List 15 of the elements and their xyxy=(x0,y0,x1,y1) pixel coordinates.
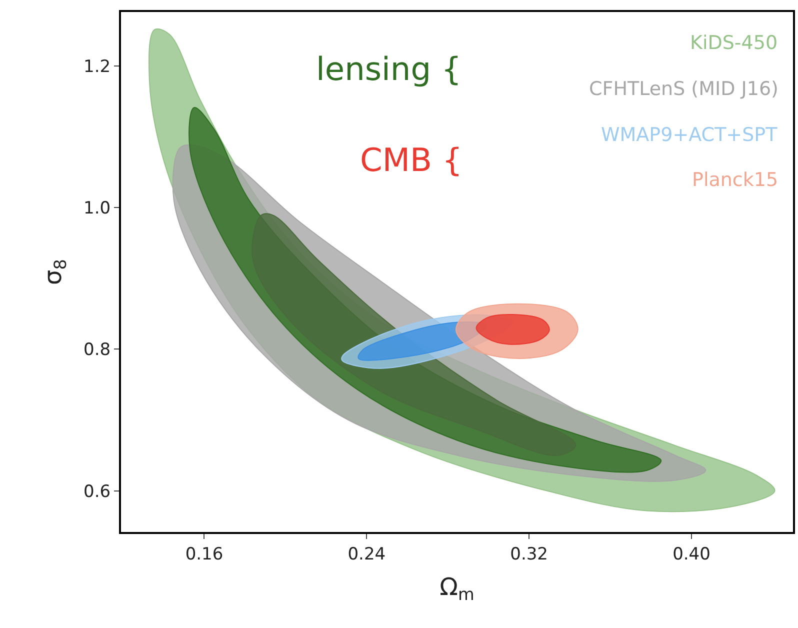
text: CFHTLenS (MID J16) xyxy=(589,78,778,100)
y-tick-label: 1.2 xyxy=(84,56,111,77)
y-tick-label: 0.8 xyxy=(84,340,111,360)
x-tick-label: 0.16 xyxy=(185,544,224,564)
annotation: CMB { xyxy=(360,141,462,179)
text: KiDS-450 xyxy=(690,32,778,54)
y-tick-label: 0.6 xyxy=(84,482,111,502)
annotation: lensing { xyxy=(316,50,462,88)
text: WMAP9+ACT+SPT xyxy=(601,124,778,146)
x-tick-label: 0.40 xyxy=(672,544,710,564)
y-tick-label: 1.0 xyxy=(84,198,111,218)
text: Planck15 xyxy=(692,169,778,191)
x-axis-title: Ω$_{m}$ xyxy=(440,573,474,604)
x-tick-label: 0.32 xyxy=(510,544,548,564)
x-tick-label: 0.24 xyxy=(348,544,386,564)
